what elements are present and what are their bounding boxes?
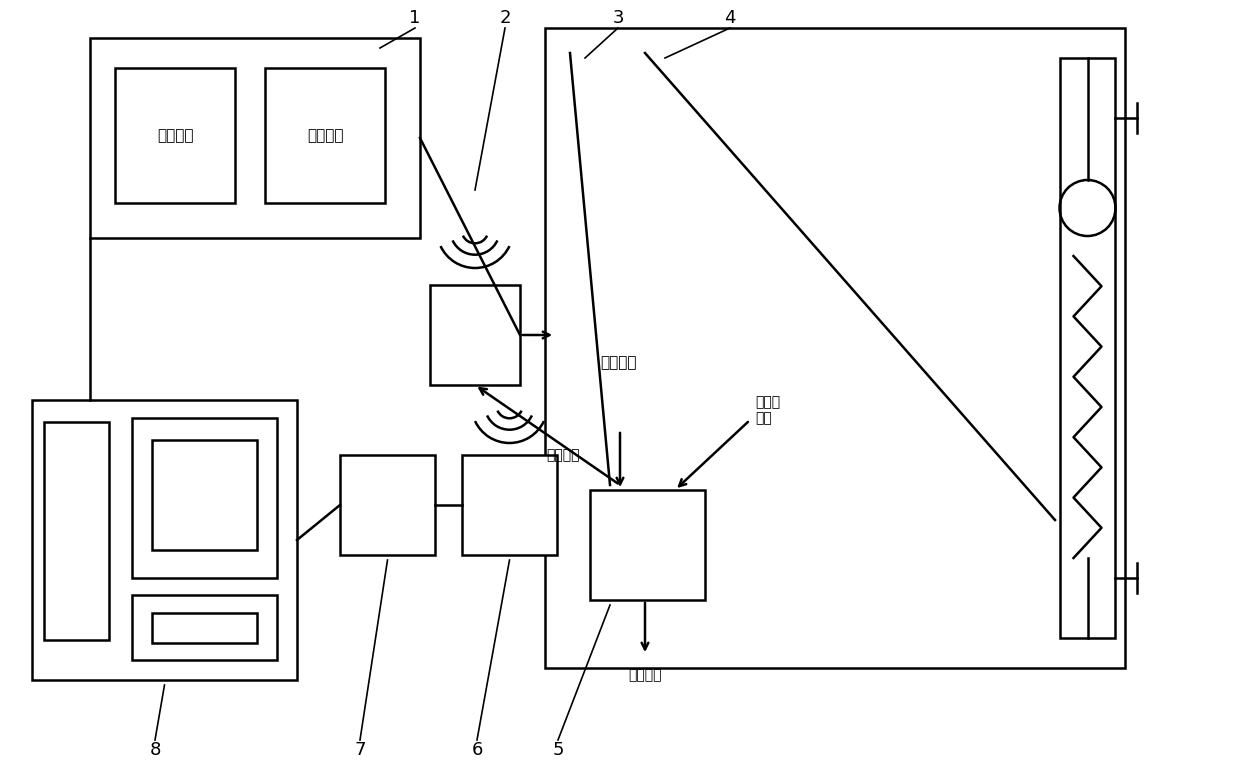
Text: 8: 8 (150, 741, 161, 759)
Bar (339, 455, 435, 555)
Bar (152, 440, 256, 550)
Text: 3: 3 (612, 9, 623, 27)
Text: 6: 6 (471, 741, 483, 759)
Text: 7: 7 (354, 741, 366, 759)
Text: 2: 2 (499, 9, 510, 27)
Bar (545, 28, 1125, 668)
Text: 电暖气
温度: 电暖气 温度 (755, 395, 781, 425)
Bar (265, 68, 385, 203)
Bar (115, 68, 235, 203)
Text: 室内温度: 室内温度 (546, 448, 580, 462)
Bar (430, 285, 520, 385)
Bar (133, 595, 278, 660)
Text: 数据计算: 数据计算 (157, 128, 193, 143)
Bar (462, 455, 558, 555)
Bar (133, 418, 278, 578)
Bar (32, 400, 297, 680)
Text: 4: 4 (725, 9, 736, 27)
Text: 1: 1 (409, 9, 421, 27)
Text: 室外温度: 室外温度 (628, 668, 662, 682)
Bar (590, 490, 705, 600)
Bar (90, 38, 420, 238)
Text: 数据存储: 数据存储 (307, 128, 343, 143)
Bar (45, 422, 109, 640)
Text: 无线传输: 无线传输 (600, 355, 637, 370)
Text: 5: 5 (553, 741, 564, 759)
Bar (152, 613, 256, 643)
Bar (1061, 58, 1115, 638)
